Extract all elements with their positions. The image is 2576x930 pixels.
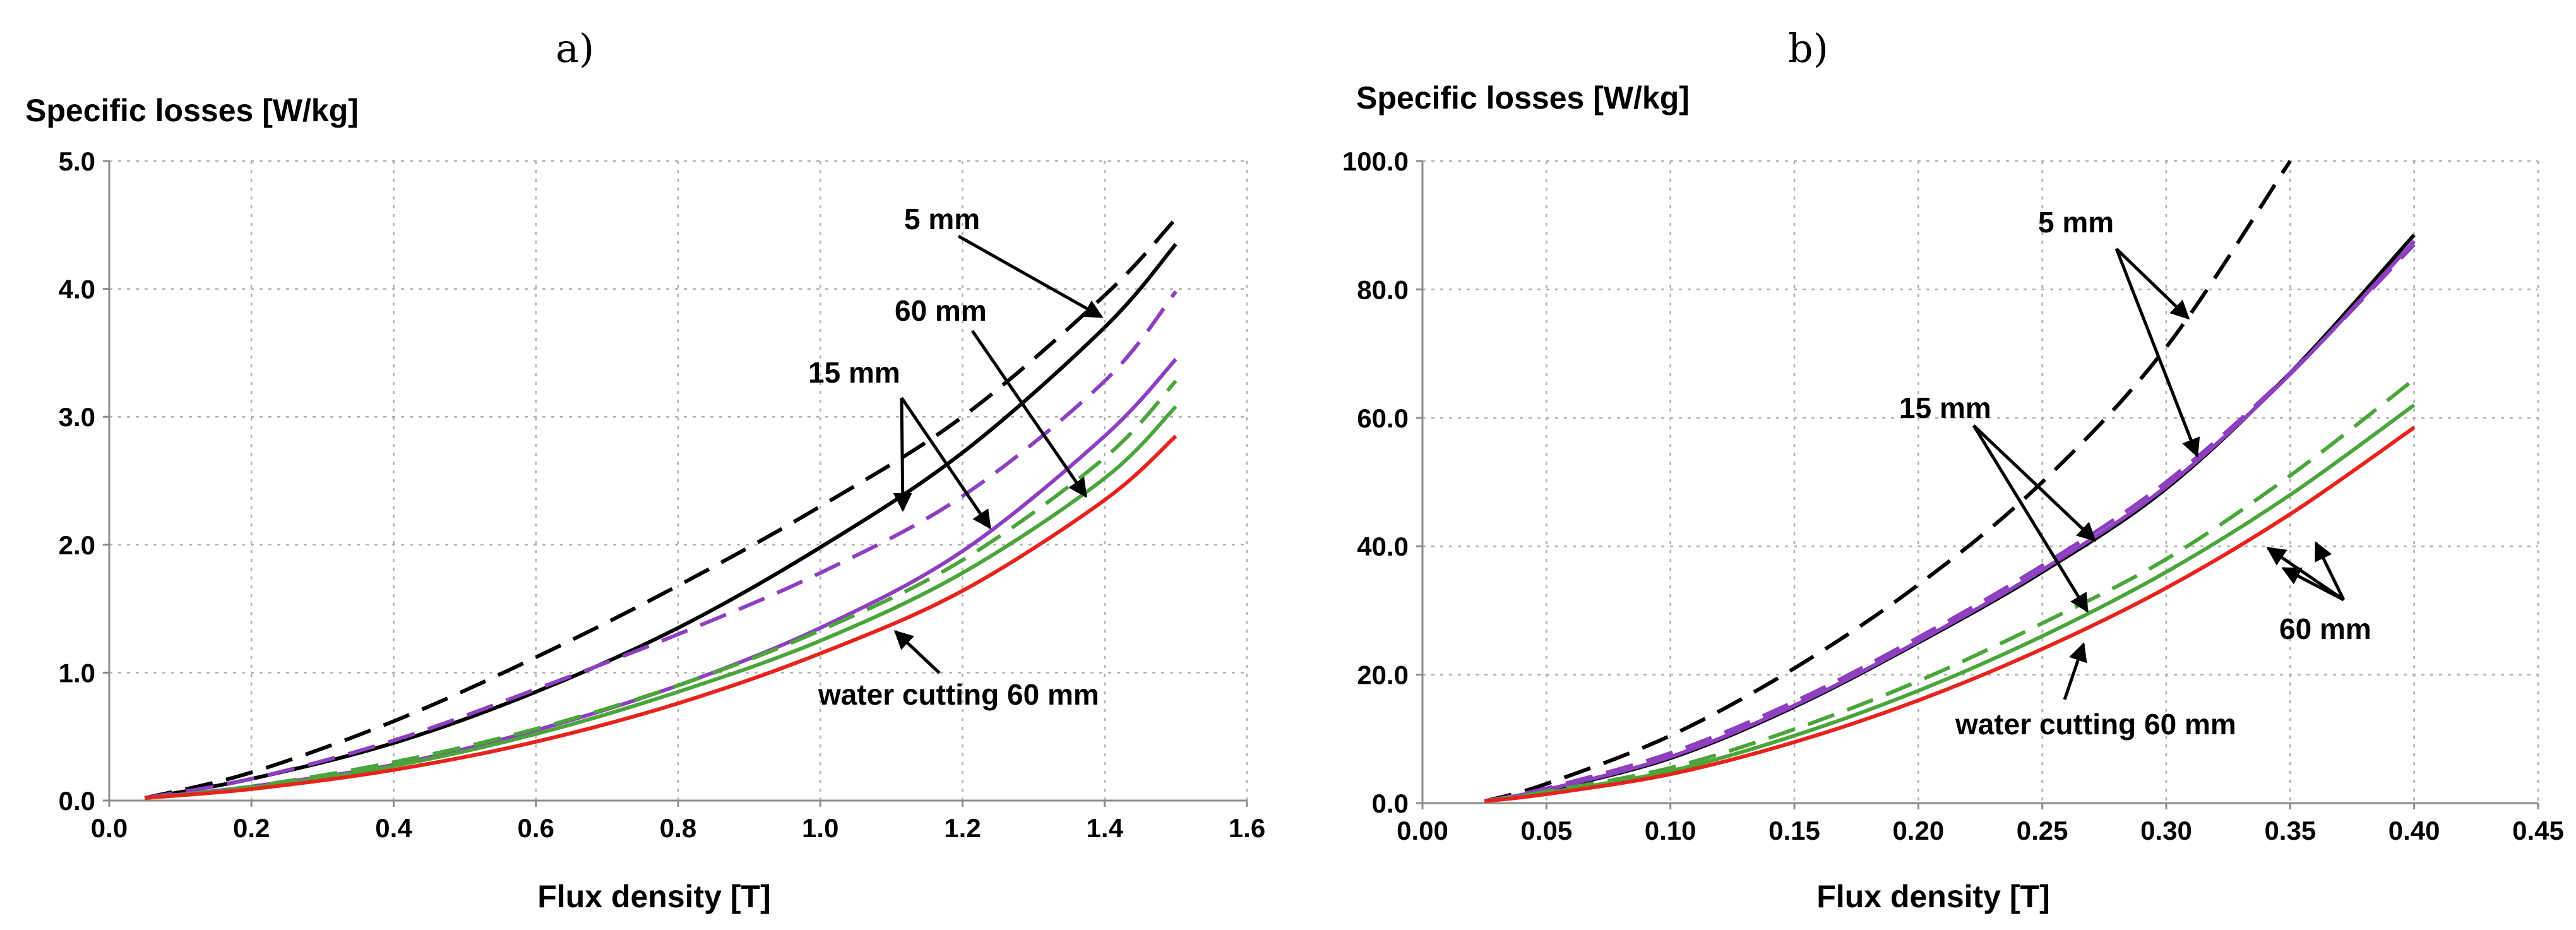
panel-b-series-water-cutting-60-mm: [1484, 426, 2416, 803]
panel-b-ytick-label: 40.0: [1357, 532, 1409, 561]
panel-a-anno-5mm: 5 mm: [904, 203, 980, 235]
panel-a-xtick-label: 0.4: [375, 813, 412, 843]
panel-a-ytick-label: 2.0: [59, 530, 95, 560]
arrow-b-60mm-2: [2314, 541, 2346, 601]
panel-a-arrows: [893, 234, 1104, 674]
panel-a-series-water-cutting-60-mm: [145, 434, 1178, 800]
panel-b-series: [1484, 160, 2416, 803]
arrow-b-60mm-3: [2281, 566, 2345, 602]
panel-b-anno-water: water cutting 60 mm: [1955, 708, 2236, 741]
panel-b-ytick-label: 20.0: [1357, 660, 1409, 690]
panel-a-series-15-mm-dashed: [144, 290, 1178, 800]
panel-a-xlabel: Flux density [T]: [537, 879, 770, 914]
panel-b-xtick-label: 0.35: [2264, 816, 2316, 845]
panel-b-label: b): [1788, 25, 1828, 71]
panel-b-ytick-label: 80.0: [1357, 275, 1409, 304]
panel-b-xtick-label: 0.05: [1520, 816, 1572, 845]
panel-b-xtick-label: 0.25: [2017, 816, 2068, 845]
panel-b-ytick-label: 100.0: [1342, 146, 1409, 176]
panel-a-xtick-label: 1.0: [802, 813, 838, 843]
panel-a-xtick-label: 0.6: [518, 813, 554, 843]
panel-b-grid: [1422, 160, 2539, 803]
arrow-b-60mm-1: [2266, 546, 2345, 602]
panel-a-xtick-label: 0.2: [233, 813, 270, 843]
panel-a-xtick-label: 1.6: [1229, 813, 1265, 843]
panel-b-xtick-label: 0.10: [1645, 816, 1696, 845]
panel-b-series-15-mm: [1484, 240, 2416, 803]
panel-a-x-ticks: 0.0 0.2 0.4 0.6 0.8 1.0 1.2 1.4 1.6: [91, 801, 1265, 843]
arrow-b-15mm-2: [1972, 424, 2089, 613]
panel-a-xtick-label: 1.4: [1087, 813, 1124, 843]
panel-a-series-5-mm-dashed: [144, 217, 1178, 800]
panel-b-series-60-mm: [1484, 403, 2416, 803]
panel-a-series: [144, 217, 1178, 800]
chart-panel-b: b) Specific losses [W/kg] Flux density […: [1342, 25, 2564, 914]
panel-a-series-15-mm: [144, 357, 1178, 800]
panel-b-ytick-label: 0.0: [1372, 789, 1409, 818]
panel-a-ytick-label: 0.0: [59, 786, 95, 816]
panel-a-ytick-label: 3.0: [59, 402, 95, 432]
panel-b-ylabel: Specific losses [W/kg]: [1356, 80, 1690, 116]
panel-b-xtick-label: 0.45: [2512, 816, 2564, 845]
arrow-a-water: [893, 629, 941, 674]
panel-b-xtick-label: 0.00: [1397, 816, 1448, 845]
panel-a-anno-water: water cutting 60 mm: [818, 678, 1099, 711]
panel-b-arrows: [1972, 247, 2346, 700]
panel-a-series-60-mm: [145, 405, 1178, 800]
panel-b-ytick-label: 60.0: [1357, 403, 1409, 433]
panel-a-xtick-label: 0.0: [91, 813, 128, 843]
panel-b-xtick-label: 0.30: [2140, 816, 2192, 845]
panel-b-xtick-label: 0.20: [1892, 816, 1944, 845]
arrow-a-60mm: [970, 330, 1088, 498]
panel-b-axes: [1421, 161, 2538, 804]
panel-b-annotations: 5 mm 15 mm 60 mm water cutting 60 mm: [1899, 206, 2371, 741]
panel-a-annotations: 5 mm 60 mm 15 mm water cutting 60 mm: [808, 203, 1099, 711]
panel-a-anno-15mm: 15 mm: [808, 356, 900, 389]
panel-a-series-60-mm-dashed: [144, 379, 1178, 800]
panel-a-anno-60mm: 60 mm: [895, 294, 987, 327]
panel-a-y-ticks: 0.0 1.0 2.0 3.0 4.0 5.0: [59, 146, 109, 816]
panel-b-series-60-mm-dashed: [1484, 378, 2416, 803]
panel-b-x-ticks: 0.00 0.05 0.10 0.15 0.20 0.25 0.30 0.35 0.40 0.45: [1397, 803, 2564, 845]
arrow-b-water: [2063, 642, 2087, 700]
chart-panel-a: a) Specific losses [W/kg] Flux density […: [25, 25, 1265, 914]
panel-a-ylabel: Specific losses [W/kg]: [25, 93, 359, 128]
panel-a-ytick-label: 4.0: [59, 275, 95, 304]
arrow-a-5mm: [957, 234, 1104, 319]
arrow-b-15mm-1: [1972, 424, 2097, 542]
arrow-a-15mm-1: [893, 397, 912, 512]
arrow-b-5mm-2: [2114, 248, 2200, 458]
panel-b-anno-15mm: 15 mm: [1899, 391, 1991, 424]
panel-b-y-ticks: 0.0 20.0 40.0 60.0 80.0 100.0: [1342, 146, 1422, 818]
panel-a-xtick-label: 0.8: [660, 813, 696, 843]
panel-a-xtick-label: 1.2: [944, 813, 981, 843]
arrow-b-5mm-1: [2115, 247, 2190, 320]
panel-b-anno-60mm: 60 mm: [2279, 612, 2371, 645]
panel-a-label: a): [556, 25, 594, 71]
panel-b-xtick-label: 0.40: [2388, 816, 2440, 845]
panel-b-xlabel: Flux density [T]: [1816, 879, 2049, 914]
panel-a-ytick-label: 5.0: [59, 146, 95, 176]
arrow-a-15mm-2: [900, 396, 992, 530]
panel-b-series-5-mm: [1484, 233, 2416, 803]
panel-a-ytick-label: 1.0: [59, 658, 95, 688]
panel-b-anno-5mm: 5 mm: [2038, 206, 2114, 239]
panel-a-grid: [109, 160, 1248, 801]
panel-b-xtick-label: 0.15: [1768, 816, 1820, 845]
panel-b-series-5-mm-dashed: [1484, 160, 2292, 803]
